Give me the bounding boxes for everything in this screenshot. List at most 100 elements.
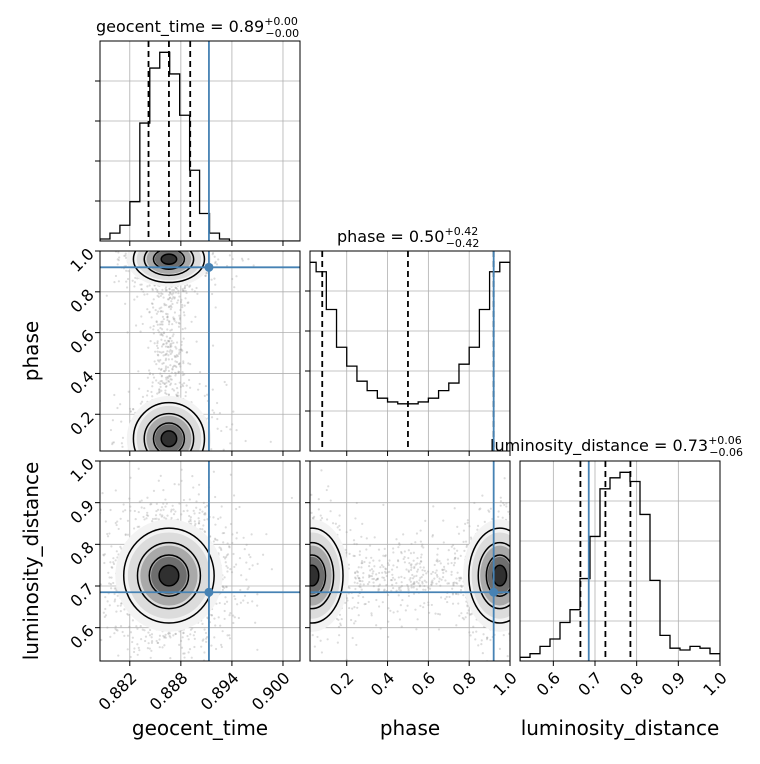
scatter-point <box>468 525 470 527</box>
scatter-point <box>181 341 183 343</box>
scatter-point <box>379 566 381 568</box>
scatter-point <box>279 534 281 536</box>
scatter-point <box>107 572 109 574</box>
scatter-point <box>155 223 157 225</box>
scatter-point <box>361 560 363 562</box>
scatter-point <box>161 506 163 508</box>
scatter-point <box>537 601 539 603</box>
scatter-point <box>307 573 309 575</box>
scatter-point <box>182 632 184 634</box>
scatter-point <box>405 568 407 570</box>
scatter-point <box>139 284 141 286</box>
scatter-point <box>439 585 441 587</box>
scatter-point <box>165 393 167 395</box>
scatter-point <box>117 263 119 265</box>
scatter-point <box>307 601 309 603</box>
scatter-point <box>193 510 195 512</box>
scatter-point <box>339 514 341 516</box>
scatter-point <box>305 561 307 563</box>
scatter-point <box>275 611 277 613</box>
scatter-point <box>107 535 109 537</box>
scatter-point <box>97 564 99 566</box>
scatter-point <box>251 600 253 602</box>
scatter-point <box>226 601 228 603</box>
scatter-point <box>451 546 453 548</box>
scatter-point <box>168 245 170 247</box>
scatter-point <box>359 550 361 552</box>
scatter-point <box>186 351 188 353</box>
scatter-point <box>129 477 131 479</box>
scatter-point <box>438 560 440 562</box>
scatter-point <box>354 517 356 519</box>
scatter-point <box>149 634 151 636</box>
scatter-point <box>146 244 148 246</box>
scatter-point <box>134 281 136 283</box>
scatter-point <box>452 593 454 595</box>
scatter-point <box>100 639 102 641</box>
scatter-point <box>168 298 170 300</box>
scatter-point <box>398 576 400 578</box>
scatter-point <box>306 619 308 621</box>
scatter-point <box>368 576 370 578</box>
scatter-point <box>133 647 135 649</box>
scatter-point <box>170 230 172 232</box>
scatter-point <box>226 634 228 636</box>
scatter-point <box>126 247 128 249</box>
scatter-point <box>146 507 148 509</box>
scatter-point <box>93 606 95 608</box>
scatter-point <box>337 526 339 528</box>
scatter-point <box>198 522 200 524</box>
scatter-point <box>205 275 207 277</box>
scatter-point <box>515 614 517 616</box>
scatter-point <box>163 482 165 484</box>
scatter-point <box>295 558 297 560</box>
scatter-point <box>530 597 532 599</box>
scatter-point <box>497 516 499 518</box>
scatter-point <box>306 559 308 561</box>
scatter-point <box>168 495 170 497</box>
scatter-point <box>134 510 136 512</box>
scatter-point <box>180 299 182 301</box>
scatter-point <box>389 610 391 612</box>
scatter-point <box>460 577 462 579</box>
scatter-point <box>287 613 289 615</box>
scatter-point <box>248 235 250 237</box>
scatter-point <box>181 453 183 455</box>
scatter-point <box>392 551 394 553</box>
scatter-point <box>167 453 169 455</box>
scatter-point <box>138 647 140 649</box>
scatter-point <box>158 368 160 370</box>
scatter-point <box>130 410 132 412</box>
scatter-point <box>537 565 539 567</box>
scatter-point <box>514 552 516 554</box>
scatter-point <box>196 340 198 342</box>
scatter-point <box>153 332 155 334</box>
scatter-point <box>201 528 203 530</box>
scatter-point <box>544 541 546 543</box>
scatter-point <box>132 280 134 282</box>
scatter-point <box>186 504 188 506</box>
scatter-point <box>424 570 426 572</box>
scatter-point <box>516 523 518 525</box>
scatter-point <box>377 588 379 590</box>
scatter-point <box>171 358 173 360</box>
scatter-point <box>371 614 373 616</box>
scatter-point <box>133 285 135 287</box>
scatter-point <box>423 602 425 604</box>
scatter-point <box>446 596 448 598</box>
scatter-point <box>139 481 141 483</box>
scatter-point <box>304 605 306 607</box>
scatter-point <box>253 264 255 266</box>
scatter-point <box>408 595 410 597</box>
scatter-point <box>197 473 199 475</box>
scatter-point <box>151 395 153 397</box>
scatter-point <box>512 566 514 568</box>
scatter-point <box>305 521 307 523</box>
scatter-point <box>59 558 61 560</box>
scatter-point <box>224 603 226 605</box>
scatter-point <box>300 576 302 578</box>
scatter-point <box>245 440 247 442</box>
scatter-point <box>165 221 167 223</box>
scatter-point <box>207 667 209 669</box>
scatter-point <box>410 584 412 586</box>
